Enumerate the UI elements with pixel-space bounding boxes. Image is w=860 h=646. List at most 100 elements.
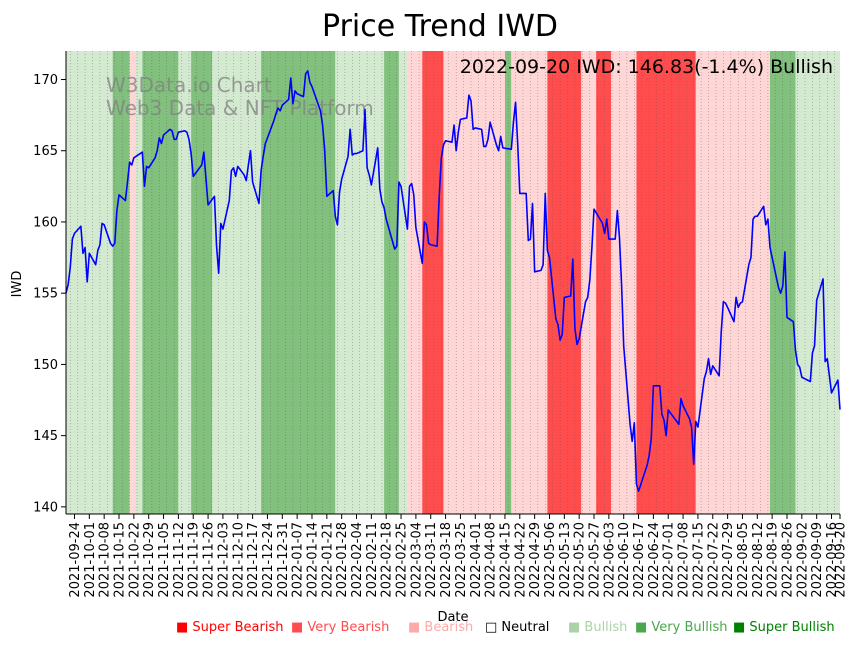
legend-item-very-bearish: ■ Very Bearish bbox=[291, 620, 390, 635]
x-tick-label: 2022-09-20 bbox=[834, 522, 849, 598]
regime-band-bearish bbox=[610, 51, 637, 514]
x-tick-label: 2021-11-05 bbox=[157, 522, 172, 598]
x-tick-label: 2022-01-14 bbox=[305, 522, 320, 598]
regime-bands bbox=[66, 51, 840, 514]
regime-band-very-bullish bbox=[191, 51, 213, 514]
legend-item-very-bullish: ■ Very Bullish bbox=[635, 620, 728, 635]
regime-band-bullish bbox=[398, 51, 408, 514]
price-line bbox=[65, 70, 841, 493]
x-tick-label: 2022-04-08 bbox=[484, 522, 499, 598]
x-tick-label: 2022-04-29 bbox=[528, 522, 543, 598]
x-tick-label: 2022-09-02 bbox=[795, 522, 810, 598]
x-tick-label: 2022-04-22 bbox=[513, 522, 528, 598]
regime-band-bullish bbox=[66, 51, 113, 514]
x-tick-label: 2022-06-24 bbox=[647, 522, 662, 598]
y-tick-label: 155 bbox=[33, 287, 58, 302]
x-tick-label: 2021-11-26 bbox=[202, 522, 217, 598]
x-tick-label: 2021-10-22 bbox=[127, 522, 142, 598]
x-tick-label: 2022-07-01 bbox=[662, 522, 677, 598]
regime-band-bullish bbox=[795, 51, 840, 514]
regime-band-bullish bbox=[178, 51, 192, 514]
x-tick-label: 2022-02-25 bbox=[395, 522, 410, 598]
y-tick-label: 170 bbox=[33, 73, 58, 88]
regime-band-very-bearish bbox=[547, 51, 582, 514]
x-tick-label: 2022-05-27 bbox=[588, 522, 603, 598]
watermark-line-2: Web3 Data & NFT Platform bbox=[106, 96, 374, 120]
x-tick-label: 2022-08-19 bbox=[766, 522, 781, 598]
regime-band-very-bullish bbox=[384, 51, 399, 514]
legend-item-bearish: ■ Bearish bbox=[408, 620, 474, 635]
x-tick-label: 2022-04-01 bbox=[469, 522, 484, 598]
x-tick-label: 2022-03-11 bbox=[424, 522, 439, 598]
regime-band-bearish bbox=[407, 51, 423, 514]
x-tick-label: 2021-10-15 bbox=[113, 522, 128, 598]
watermark: W3Data.io Chart Web3 Data & NFT Platform bbox=[106, 73, 374, 120]
x-tick-label: 2021-11-12 bbox=[172, 522, 187, 598]
x-tick-label: 2022-06-03 bbox=[602, 522, 617, 598]
y-ticks: 140 145 150 155 160 165 170 bbox=[33, 73, 66, 515]
x-tick-label: 2022-08-26 bbox=[780, 522, 795, 598]
regime-band-very-bullish bbox=[142, 51, 179, 514]
x-tick-label: 2022-03-18 bbox=[439, 522, 454, 598]
legend-item-bullish: ■ Bullish bbox=[568, 620, 628, 635]
legend-item-neutral: □ Neutral bbox=[485, 620, 550, 635]
x-tick-label: 2022-01-07 bbox=[291, 522, 306, 598]
x-tick-label: 2022-08-12 bbox=[751, 522, 766, 598]
x-tick-label: 2022-01-28 bbox=[335, 522, 350, 598]
regime-band-very-bearish bbox=[636, 51, 696, 514]
price-annotation: 2022-09-20 IWD: 146.83(-1.4%) Bullish bbox=[460, 56, 833, 78]
x-tick-label: 2021-10-29 bbox=[142, 522, 157, 598]
x-tick-label: 2021-09-24 bbox=[68, 522, 83, 598]
x-tick-label: 2022-09-09 bbox=[810, 522, 825, 598]
x-tick-label: 2022-02-04 bbox=[350, 522, 365, 598]
regime-band-very-bullish bbox=[112, 51, 130, 514]
y-tick-label: 150 bbox=[33, 358, 58, 373]
chart-title: Price Trend IWD bbox=[322, 9, 558, 44]
x-tick-label: 2021-10-01 bbox=[83, 522, 98, 598]
y-tick-label: 160 bbox=[33, 215, 58, 230]
y-tick-label: 165 bbox=[33, 144, 58, 159]
x-tick-label: 2022-09-16 bbox=[825, 522, 840, 598]
x-tick-label: 2022-02-11 bbox=[365, 522, 380, 598]
y-tick-label: 145 bbox=[33, 429, 58, 444]
y-axis-label: IWD bbox=[10, 271, 25, 298]
x-tick-label: 2021-11-19 bbox=[187, 522, 202, 598]
x-tick-label: 2021-12-24 bbox=[261, 522, 276, 598]
regime-band-bearish bbox=[443, 51, 505, 514]
x-tick-label: 2022-05-06 bbox=[543, 522, 558, 598]
x-tick-label: 2021-12-03 bbox=[216, 522, 231, 598]
x-gridlines bbox=[69, 51, 835, 514]
x-tick-label: 2022-04-15 bbox=[498, 522, 513, 598]
x-ticks: 2021-09-24 2021-10-01 2021-10-08 2021-10-15… bbox=[68, 514, 849, 598]
x-tick-label: 2021-10-08 bbox=[98, 522, 113, 598]
x-tick-label: 2022-03-25 bbox=[454, 522, 469, 598]
x-tick-label: 2022-08-05 bbox=[736, 522, 751, 598]
x-tick-label: 2022-06-17 bbox=[632, 522, 647, 598]
regime-band-bullish bbox=[212, 51, 262, 514]
regime-band-bearish bbox=[129, 51, 136, 514]
regime-band-bullish bbox=[135, 51, 143, 514]
x-tick-label: 2022-07-22 bbox=[706, 522, 721, 598]
regime-band-very-bearish bbox=[422, 51, 444, 514]
legend-item-super-bearish: ■ Super Bearish bbox=[176, 620, 284, 635]
x-tick-label: 2022-07-08 bbox=[677, 522, 692, 598]
x-tick-label: 2022-03-04 bbox=[409, 522, 424, 598]
x-tick-label: 2022-05-13 bbox=[558, 522, 573, 598]
y-tick-label: 140 bbox=[33, 500, 58, 515]
x-tick-label: 2021-12-17 bbox=[246, 522, 261, 598]
regime-band-bearish bbox=[695, 51, 771, 514]
regime-band-very-bullish bbox=[261, 51, 336, 514]
x-tick-label: 2022-06-10 bbox=[617, 522, 632, 598]
regime-band-very-bearish bbox=[596, 51, 611, 514]
x-tick-label: 2022-07-29 bbox=[721, 522, 736, 598]
watermark-line-1: W3Data.io Chart bbox=[106, 73, 272, 97]
x-tick-label: 2021-12-10 bbox=[231, 522, 246, 598]
x-tick-label: 2022-01-21 bbox=[320, 522, 335, 598]
legend-item-super-bullish: ■ Super Bullish bbox=[733, 620, 835, 635]
x-tick-label: 2022-05-20 bbox=[573, 522, 588, 598]
x-tick-label: 2022-02-18 bbox=[380, 522, 395, 598]
x-axis-label: Date bbox=[437, 610, 468, 625]
x-tick-label: 2022-07-15 bbox=[691, 522, 706, 598]
x-tick-label: 2021-12-31 bbox=[276, 522, 291, 598]
